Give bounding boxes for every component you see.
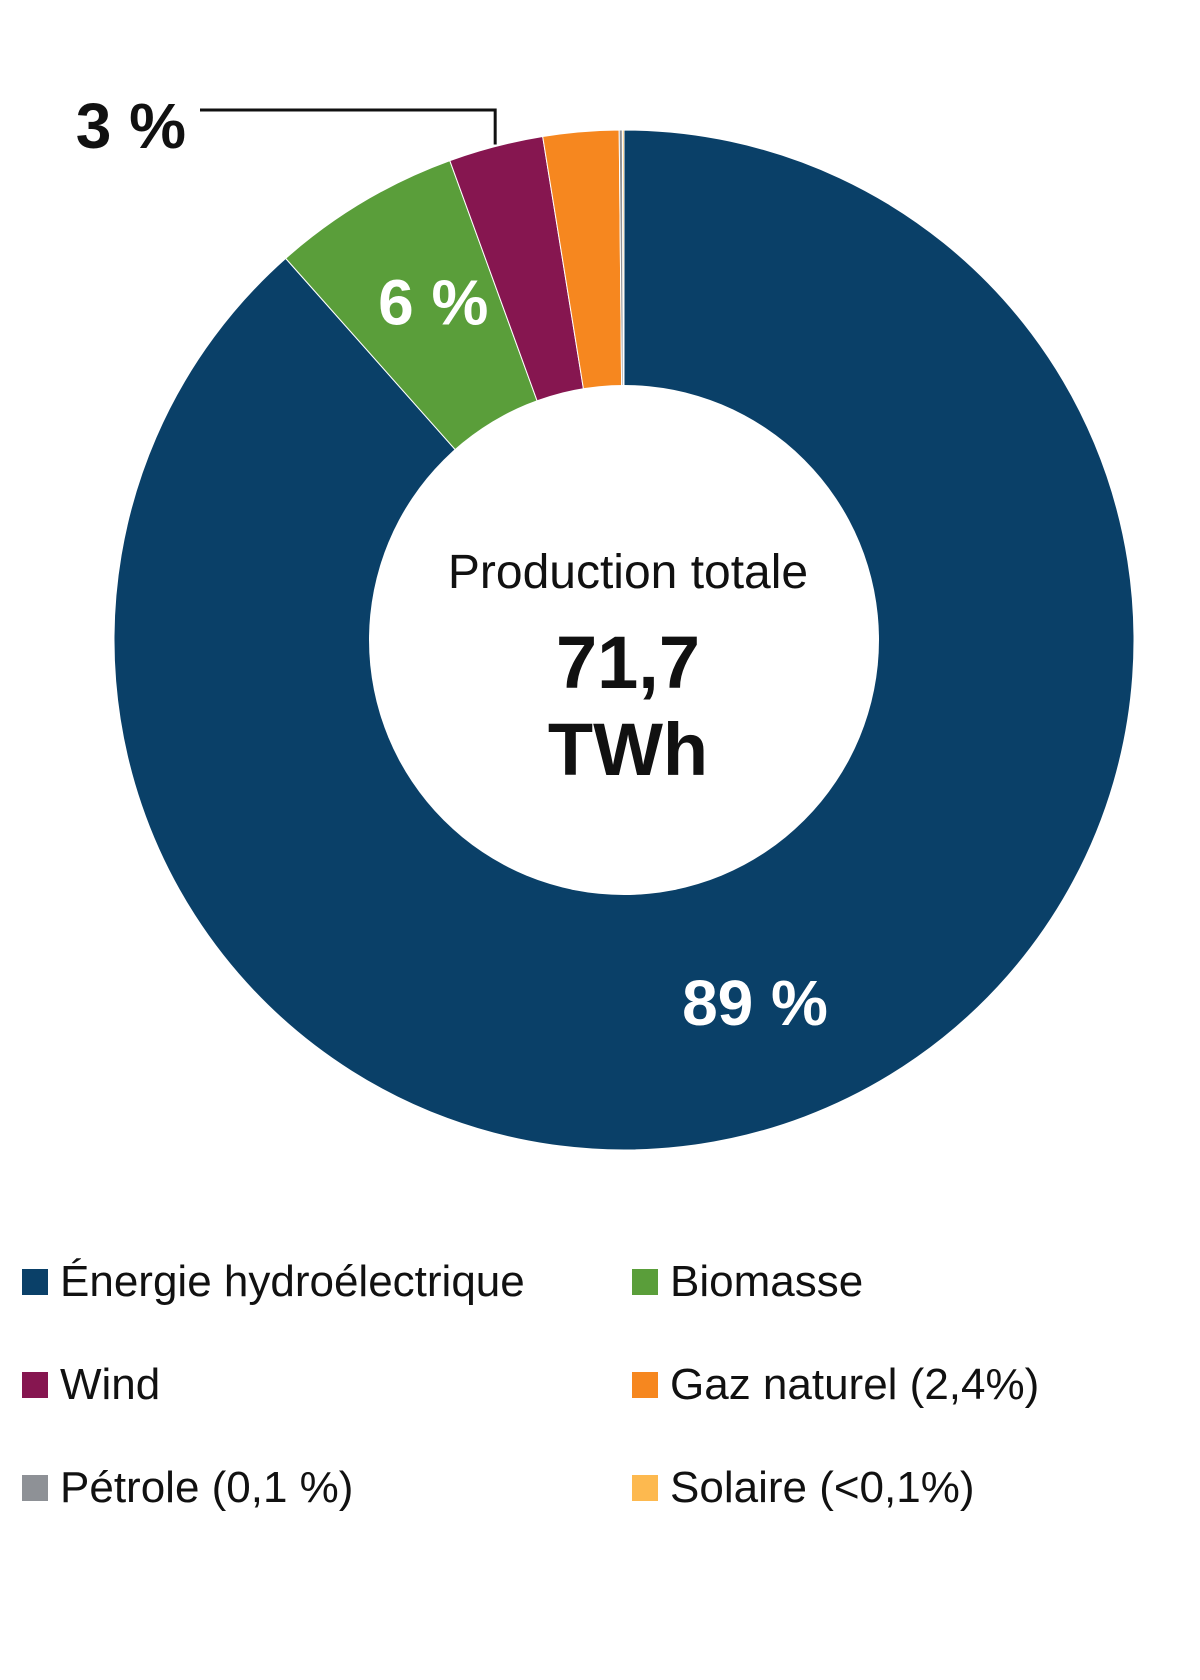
legend-swatch [632, 1475, 658, 1501]
legend-swatch [22, 1475, 48, 1501]
legend-swatch [22, 1269, 48, 1295]
legend-label: Pétrole (0,1 %) [60, 1463, 354, 1512]
leader-line [200, 108, 497, 145]
legend-label: Wind [60, 1360, 161, 1409]
legend-label: Gaz naturel (2,4%) [670, 1360, 1040, 1409]
legend-item: Wind [22, 1355, 160, 1415]
legend-item: Gaz naturel (2,4%) [632, 1355, 1039, 1415]
legend-swatch [22, 1372, 48, 1398]
legend-item: Solaire (<0,1%) [632, 1458, 974, 1518]
donut-hole [369, 385, 879, 895]
data-label: 3 % [76, 90, 186, 162]
donut-slice [113, 129, 1135, 1151]
legend-swatch [632, 1269, 658, 1295]
data-label: 6 % [378, 267, 488, 339]
legend-item: Énergie hydroélectrique [22, 1252, 525, 1312]
legend-label: Énergie hydroélectrique [60, 1257, 525, 1306]
center-label: Production totale [448, 546, 808, 599]
legend-swatch [632, 1372, 658, 1398]
center-value-number: 71,7 [556, 621, 700, 704]
data-labels: 89 % 6 % 3 % [76, 90, 828, 1039]
legend-item: Pétrole (0,1 %) [22, 1458, 353, 1518]
legend-label: Solaire (<0,1%) [670, 1463, 975, 1512]
legend-label: Biomasse [670, 1257, 864, 1306]
center-value-unit: TWh [548, 708, 708, 791]
legend-item: Biomasse [632, 1252, 863, 1312]
data-label: 89 % [682, 967, 828, 1039]
